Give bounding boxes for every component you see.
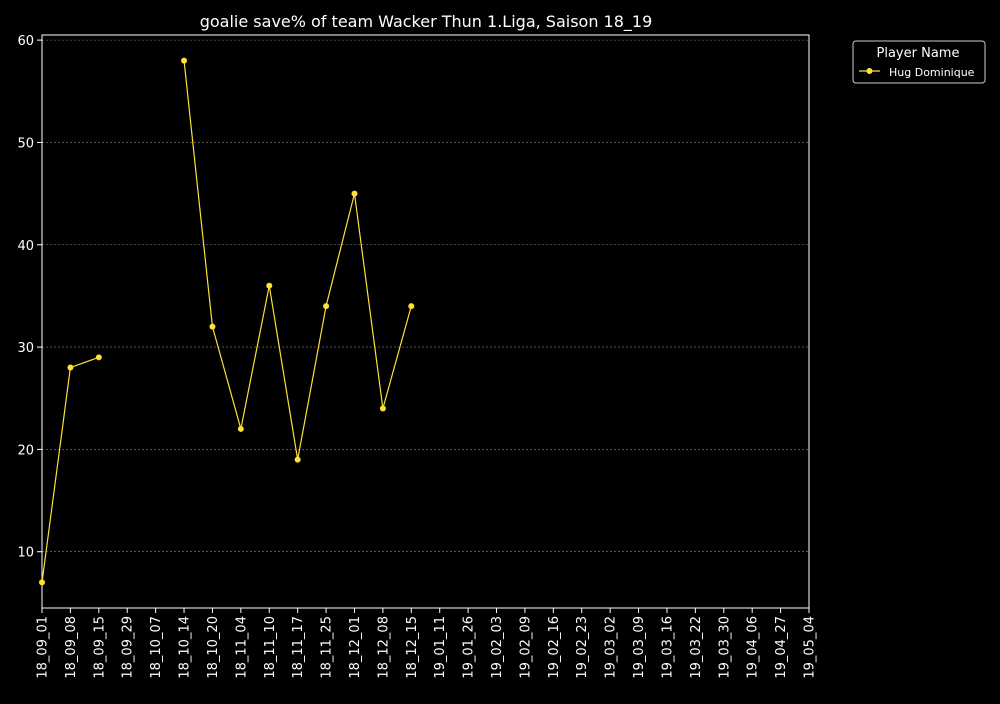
axes: 10 20 30 40 50 60 18_09_01 18_09_08 18_09_15 18_0…: [17, 34, 817, 679]
data-point: [266, 282, 273, 289]
data-point: [323, 303, 330, 310]
x-tick-label: 18_11_10: [263, 616, 278, 679]
y-tick-label: 60: [17, 34, 34, 49]
x-tick-label: 19_03_09: [632, 616, 647, 679]
data-point: [209, 323, 216, 330]
x-tick-label: 19_02_23: [575, 616, 590, 679]
x-tick-label: 18_10_20: [206, 616, 221, 679]
y-tick-label: 30: [17, 341, 34, 356]
y-tick-label: 40: [17, 239, 34, 254]
x-tick-label: 18_11_04: [234, 616, 249, 679]
series-layer: [39, 57, 415, 586]
x-tick-label: 19_01_26: [462, 616, 477, 679]
plot-frame: [41, 34, 810, 609]
x-tick-label: 19_02_03: [490, 616, 505, 679]
data-point: [95, 354, 102, 361]
x-tick-label: 19_03_22: [689, 616, 704, 679]
data-point: [294, 456, 301, 463]
data-point: [67, 364, 74, 371]
legend-series-label: Hug Dominique: [889, 66, 975, 79]
data-point: [408, 303, 415, 310]
y-tick-label: 10: [17, 546, 34, 561]
legend: Player Name Hug Dominique: [852, 40, 986, 84]
data-point: [39, 579, 45, 586]
x-tick-label: 18_09_29: [121, 616, 136, 679]
x-tick-label: 19_01_11: [433, 616, 448, 679]
x-tick-label: 18_10_14: [178, 616, 193, 679]
series-line: [183, 60, 412, 460]
data-point: [181, 57, 188, 64]
x-tick-label: 19_04_06: [746, 616, 761, 679]
series-line: [41, 356, 100, 583]
grid-lines: [42, 39, 809, 553]
x-tick-label: 19_03_16: [660, 616, 675, 679]
x-tick-label: 19_04_27: [774, 616, 789, 679]
x-tick-label: 18_12_01: [348, 616, 363, 679]
data-point: [351, 190, 358, 197]
x-tick-label: 18_11_25: [320, 616, 335, 679]
x-tick-label: 19_02_16: [547, 616, 562, 679]
legend-point-marker: [866, 68, 873, 74]
y-tick-label: 50: [17, 136, 34, 151]
x-tick-label: 18_09_08: [64, 616, 79, 679]
x-tick-label: 18_10_07: [149, 616, 164, 679]
x-tick-label: 18_09_01: [36, 616, 51, 679]
legend-title: Player Name: [877, 46, 960, 61]
data-point: [237, 425, 244, 432]
x-tick-label: 19_02_09: [518, 616, 533, 679]
x-tick-label: 18_12_15: [405, 616, 420, 679]
y-tick-label: 20: [17, 443, 34, 458]
x-tick-label: 18_11_17: [291, 616, 306, 679]
x-tick-label: 19_03_02: [604, 616, 619, 679]
legend-box: [852, 40, 986, 84]
chart-title: goalie save% of team Wacker Thun 1.Liga,…: [200, 12, 653, 32]
x-tick-label: 18_09_15: [92, 616, 107, 679]
x-tick-label: 18_12_08: [376, 616, 391, 679]
x-tick-label: 19_05_04: [803, 616, 818, 679]
data-point: [379, 405, 386, 412]
x-tick-label: 19_03_30: [717, 616, 732, 679]
